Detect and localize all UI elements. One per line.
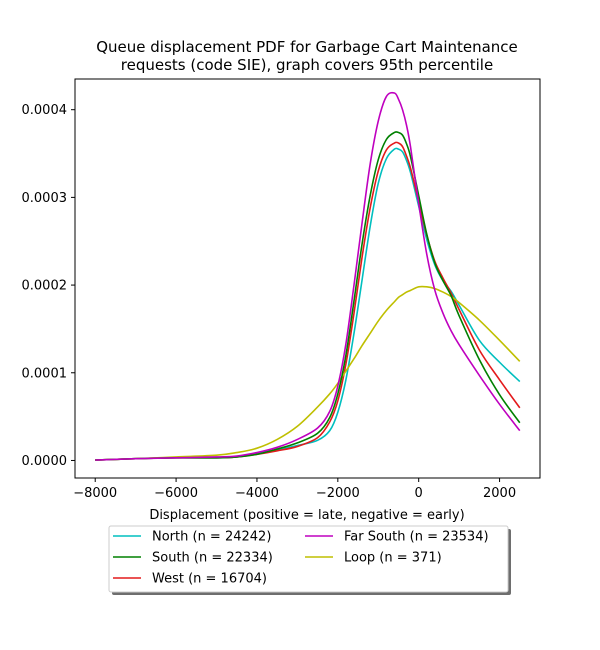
chart-title-line-1: Queue displacement PDF for Garbage Cart … xyxy=(96,38,518,56)
legend-box xyxy=(108,525,509,593)
series-line-far-south xyxy=(95,91,521,461)
legend-entry-far-south: Far South (n = 23534) xyxy=(344,530,489,545)
y-tick-label: 0.0001 xyxy=(22,366,68,381)
series-line-south xyxy=(95,131,521,461)
chart-title-line-2: requests (code SIE), graph covers 95th p… xyxy=(121,56,493,74)
legend-entry-north: North (n = 24242) xyxy=(152,530,271,545)
x-axis: −8000 −6000 −4000 −2000 0 2000 xyxy=(73,478,516,501)
legend-entry-west: West (n = 16704) xyxy=(152,572,267,587)
y-tick-label: 0.0004 xyxy=(22,103,68,118)
y-tick-label: 0.0002 xyxy=(22,279,68,294)
series-layer xyxy=(95,91,521,461)
x-tick-label: −6000 xyxy=(154,486,198,501)
legend-entry-south: South (n = 22334) xyxy=(152,551,273,566)
x-tick-label: −2000 xyxy=(316,486,360,501)
y-tick-label: 0.0003 xyxy=(22,191,68,206)
y-axis: 0.0000 0.0001 0.0002 0.0003 0.0004 xyxy=(22,103,75,469)
x-tick-label: −4000 xyxy=(235,486,279,501)
x-tick-label: −8000 xyxy=(73,486,117,501)
plot-frame xyxy=(74,78,541,479)
series-line-loop xyxy=(95,285,521,461)
legend-entry-loop: Loop (n = 371) xyxy=(344,551,442,566)
x-tick-label: 2000 xyxy=(483,486,516,501)
y-tick-label: 0.0000 xyxy=(22,454,68,469)
x-axis-label: Displacement (positive = late, negative … xyxy=(149,508,464,523)
legend: North (n = 24242) South (n = 22334) West (… xyxy=(108,525,511,595)
x-tick-label: 0 xyxy=(415,486,423,501)
